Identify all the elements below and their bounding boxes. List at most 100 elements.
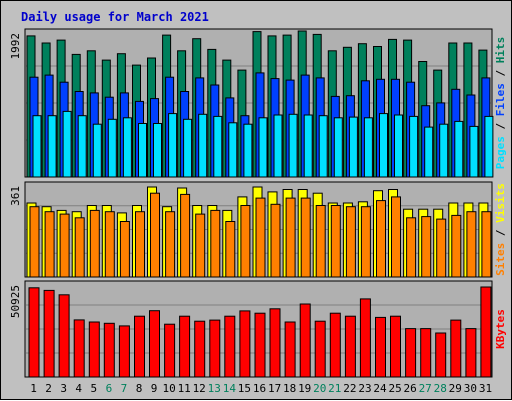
bar-pages-day-9	[153, 123, 162, 178]
bar-pages-day-1	[32, 115, 42, 178]
bar-kbytes-day-31	[480, 286, 492, 378]
bar-kbytes-day-1	[28, 287, 40, 378]
legend-bottom: KBytes	[494, 309, 507, 349]
bar-kbytes-day-7	[118, 325, 130, 378]
x-tick-label-day-11: 11	[178, 382, 191, 395]
bar-kbytes-day-15	[239, 310, 251, 378]
bar-pages-day-16	[258, 117, 268, 178]
x-tick-label-day-14: 14	[223, 382, 237, 395]
x-tick-label-day-25: 25	[388, 382, 401, 395]
bar-kbytes-day-27	[420, 328, 432, 378]
legend-entry-pages: Pages	[494, 136, 507, 169]
bar-kbytes-day-11	[179, 315, 191, 378]
bar-kbytes-day-17	[269, 308, 281, 378]
bar-sites-day-3	[59, 213, 70, 278]
bar-pages-day-23	[363, 117, 373, 178]
bar-kbytes-day-18	[284, 321, 296, 378]
bar-sites-day-30	[466, 211, 477, 278]
bar-kbytes-day-24	[375, 316, 386, 378]
bar-sites-day-18	[285, 197, 296, 278]
bar-pages-day-12	[198, 113, 208, 178]
bar-kbytes-day-3	[58, 294, 70, 378]
bar-pages-day-7	[122, 117, 132, 178]
bar-kbytes-day-21	[329, 312, 341, 378]
bar-sites-day-21	[330, 205, 341, 278]
bar-pages-day-11	[183, 118, 193, 178]
bar-kbytes-day-14	[224, 315, 236, 378]
bar-kbytes-day-22	[344, 315, 356, 378]
bar-pages-day-30	[469, 125, 479, 178]
bar-sites-day-26	[406, 217, 417, 278]
bar-kbytes-day-20	[314, 320, 326, 378]
x-tick-label-day-10: 10	[162, 382, 175, 395]
bar-pages-day-21	[333, 117, 343, 178]
x-tick-label-day-2: 2	[45, 382, 52, 395]
bar-sites-day-16	[255, 197, 266, 278]
bar-kbytes-day-9	[149, 310, 160, 378]
bar-pages-day-14	[228, 122, 238, 178]
bar-kbytes-day-2	[43, 289, 55, 378]
bar-sites-day-7	[119, 221, 130, 278]
bar-pages-day-24	[379, 113, 388, 178]
x-tick-label-day-18: 18	[283, 382, 296, 395]
chart-title: Daily usage for March 2021	[21, 10, 209, 24]
bar-pages-day-18	[288, 113, 298, 178]
legend-entry-hits: Hits	[494, 37, 507, 64]
bar-sites-day-19	[300, 197, 311, 278]
bar-pages-day-3	[62, 110, 72, 178]
bar-sites-day-8	[135, 211, 145, 278]
bar-kbytes-day-29	[450, 319, 462, 378]
bar-kbytes-day-25	[390, 315, 401, 378]
bar-sites-day-28	[436, 218, 447, 278]
bar-pages-day-27	[424, 126, 434, 178]
x-tick-label-day-31: 31	[479, 382, 492, 395]
x-tick-label-day-17: 17	[268, 382, 281, 395]
bar-kbytes-day-26	[405, 328, 417, 378]
x-tick-label-day-1: 1	[30, 382, 37, 395]
bar-kbytes-day-4	[73, 319, 85, 378]
x-tick-label-day-6: 6	[106, 382, 113, 395]
bar-kbytes-day-28	[435, 332, 447, 378]
bar-pages-day-25	[394, 114, 403, 178]
x-tick-label-day-5: 5	[90, 382, 97, 395]
x-tick-label-day-27: 27	[419, 382, 432, 395]
bar-sites-day-6	[104, 211, 115, 278]
bar-sites-day-14	[225, 221, 236, 278]
bar-sites-day-20	[315, 205, 326, 278]
bar-sites-day-22	[345, 206, 356, 278]
legend-entry-sites: Sites	[494, 243, 507, 276]
bar-pages-day-19	[303, 114, 313, 178]
bar-sites-day-1	[29, 206, 40, 278]
x-tick-label-day-8: 8	[136, 382, 143, 395]
legend-top: Pages / Files / Hits	[494, 37, 507, 170]
y-max-label-middle: 361	[9, 186, 22, 206]
bar-sites-day-27	[421, 216, 432, 278]
bar-pages-day-17	[273, 114, 283, 178]
x-tick-label-day-9: 9	[151, 382, 158, 395]
x-tick-label-day-15: 15	[238, 382, 251, 395]
legend-separator: /	[494, 116, 507, 136]
bar-sites-day-15	[240, 205, 251, 278]
bar-pages-day-28	[439, 123, 449, 178]
x-tick-label-day-22: 22	[343, 382, 356, 395]
bar-pages-day-29	[454, 120, 464, 178]
x-tick-label-day-24: 24	[373, 382, 387, 395]
y-max-label-bottom: 50925	[9, 285, 22, 318]
bar-pages-day-4	[77, 115, 87, 178]
x-tick-label-day-21: 21	[328, 382, 341, 395]
legend-separator: /	[494, 63, 507, 83]
x-tick-label-day-28: 28	[434, 382, 447, 395]
bar-kbytes-day-12	[194, 320, 206, 378]
x-tick-label-day-30: 30	[464, 382, 477, 395]
bar-kbytes-day-19	[299, 303, 311, 378]
bar-pages-day-22	[348, 116, 358, 178]
legend-separator: /	[494, 223, 507, 243]
bar-pages-day-26	[409, 115, 419, 178]
bar-sites-day-13	[210, 209, 221, 278]
bar-pages-day-13	[213, 115, 223, 178]
x-tick-label-day-20: 20	[313, 382, 326, 395]
bar-pages-day-2	[47, 115, 57, 178]
bar-pages-day-5	[92, 123, 102, 178]
x-tick-label-day-7: 7	[121, 382, 128, 395]
